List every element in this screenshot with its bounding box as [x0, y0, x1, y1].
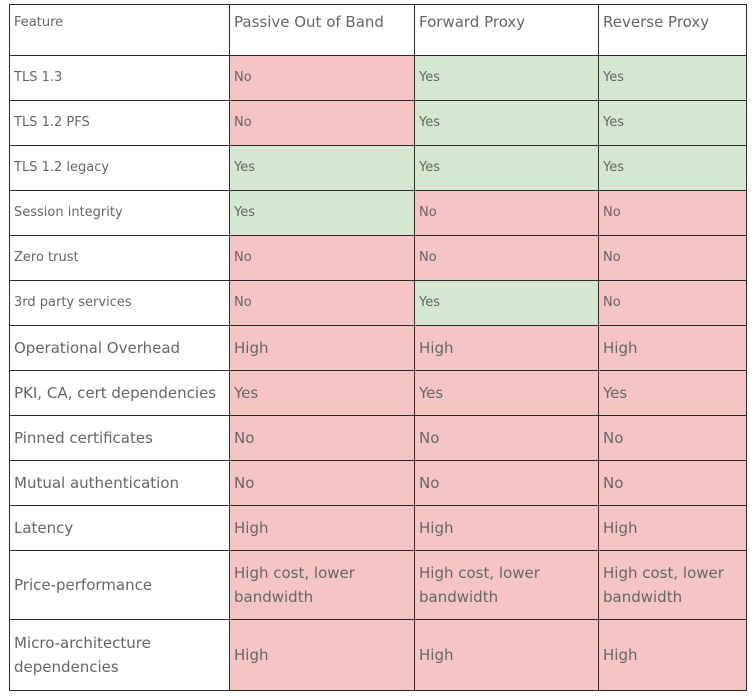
forward-cell: Yes: [414, 100, 599, 146]
forward-cell: Yes: [414, 280, 599, 326]
header-feature: Feature: [9, 4, 230, 56]
forward-cell: Yes: [414, 55, 599, 101]
feature-cell: Micro-architecture dependencies: [9, 619, 230, 691]
reverse-cell: High: [598, 325, 747, 371]
table-row: Mutual authentication No No No: [9, 460, 747, 506]
reverse-cell: Yes: [598, 370, 747, 416]
forward-cell: Yes: [414, 145, 599, 191]
feature-cell: Mutual authentication: [9, 460, 230, 506]
forward-cell: High cost, lower bandwidth: [414, 550, 599, 620]
feature-cell: TLS 1.2 legacy: [9, 145, 230, 191]
header-passive-out-of-band: Passive Out of Band: [229, 4, 415, 56]
table-row: PKI, CA, cert dependencies Yes Yes Yes: [9, 370, 747, 416]
header-row: Feature Passive Out of Band Forward Prox…: [9, 4, 747, 56]
forward-cell: Yes: [414, 370, 599, 416]
feature-cell: Zero trust: [9, 235, 230, 281]
feature-cell: Latency: [9, 505, 230, 551]
feature-cell: Operational Overhead: [9, 325, 230, 371]
forward-cell: No: [414, 460, 599, 506]
header-reverse-proxy: Reverse Proxy: [598, 4, 747, 56]
passive-cell: No: [229, 460, 415, 506]
passive-cell: No: [229, 100, 415, 146]
passive-cell: Yes: [229, 190, 415, 236]
table-row: Micro-architecture dependencies High Hig…: [9, 619, 747, 691]
reverse-cell: No: [598, 190, 747, 236]
passive-cell: High cost, lower bandwidth: [229, 550, 415, 620]
passive-cell: Yes: [229, 370, 415, 416]
passive-cell: High: [229, 325, 415, 371]
table-row: TLS 1.2 legacy Yes Yes Yes: [9, 145, 747, 191]
table-row: Latency High High High: [9, 505, 747, 551]
reverse-cell: High cost, lower bandwidth: [598, 550, 747, 620]
table-row: Pinned certificates No No No: [9, 415, 747, 461]
table-row: Session integrity Yes No No: [9, 190, 747, 236]
feature-cell: Session integrity: [9, 190, 230, 236]
feature-cell: Price-performance: [9, 550, 230, 620]
reverse-cell: Yes: [598, 100, 747, 146]
feature-cell: TLS 1.3: [9, 55, 230, 101]
forward-cell: High: [414, 505, 599, 551]
reverse-cell: High: [598, 619, 747, 691]
table-row: TLS 1.3 No Yes Yes: [9, 55, 747, 101]
feature-cell: PKI, CA, cert dependencies: [9, 370, 230, 416]
reverse-cell: Yes: [598, 55, 747, 101]
table-row: Price-performance High cost, lower bandw…: [9, 550, 747, 620]
passive-cell: No: [229, 415, 415, 461]
forward-cell: No: [414, 190, 599, 236]
reverse-cell: No: [598, 280, 747, 326]
passive-cell: High: [229, 619, 415, 691]
passive-cell: No: [229, 280, 415, 326]
table-row: TLS 1.2 PFS No Yes Yes: [9, 100, 747, 146]
forward-cell: High: [414, 619, 599, 691]
reverse-cell: No: [598, 235, 747, 281]
table-row: Operational Overhead High High High: [9, 325, 747, 371]
forward-cell: High: [414, 325, 599, 371]
feature-cell: Pinned certificates: [9, 415, 230, 461]
passive-cell: High: [229, 505, 415, 551]
passive-cell: No: [229, 235, 415, 281]
comparison-table: Feature Passive Out of Band Forward Prox…: [9, 4, 747, 691]
forward-cell: No: [414, 415, 599, 461]
table-row: 3rd party services No Yes No: [9, 280, 747, 326]
table-row: Zero trust No No No: [9, 235, 747, 281]
passive-cell: Yes: [229, 145, 415, 191]
forward-cell: No: [414, 235, 599, 281]
reverse-cell: High: [598, 505, 747, 551]
reverse-cell: No: [598, 415, 747, 461]
feature-cell: 3rd party services: [9, 280, 230, 326]
header-forward-proxy: Forward Proxy: [414, 4, 599, 56]
reverse-cell: No: [598, 460, 747, 506]
feature-cell: TLS 1.2 PFS: [9, 100, 230, 146]
reverse-cell: Yes: [598, 145, 747, 191]
passive-cell: No: [229, 55, 415, 101]
